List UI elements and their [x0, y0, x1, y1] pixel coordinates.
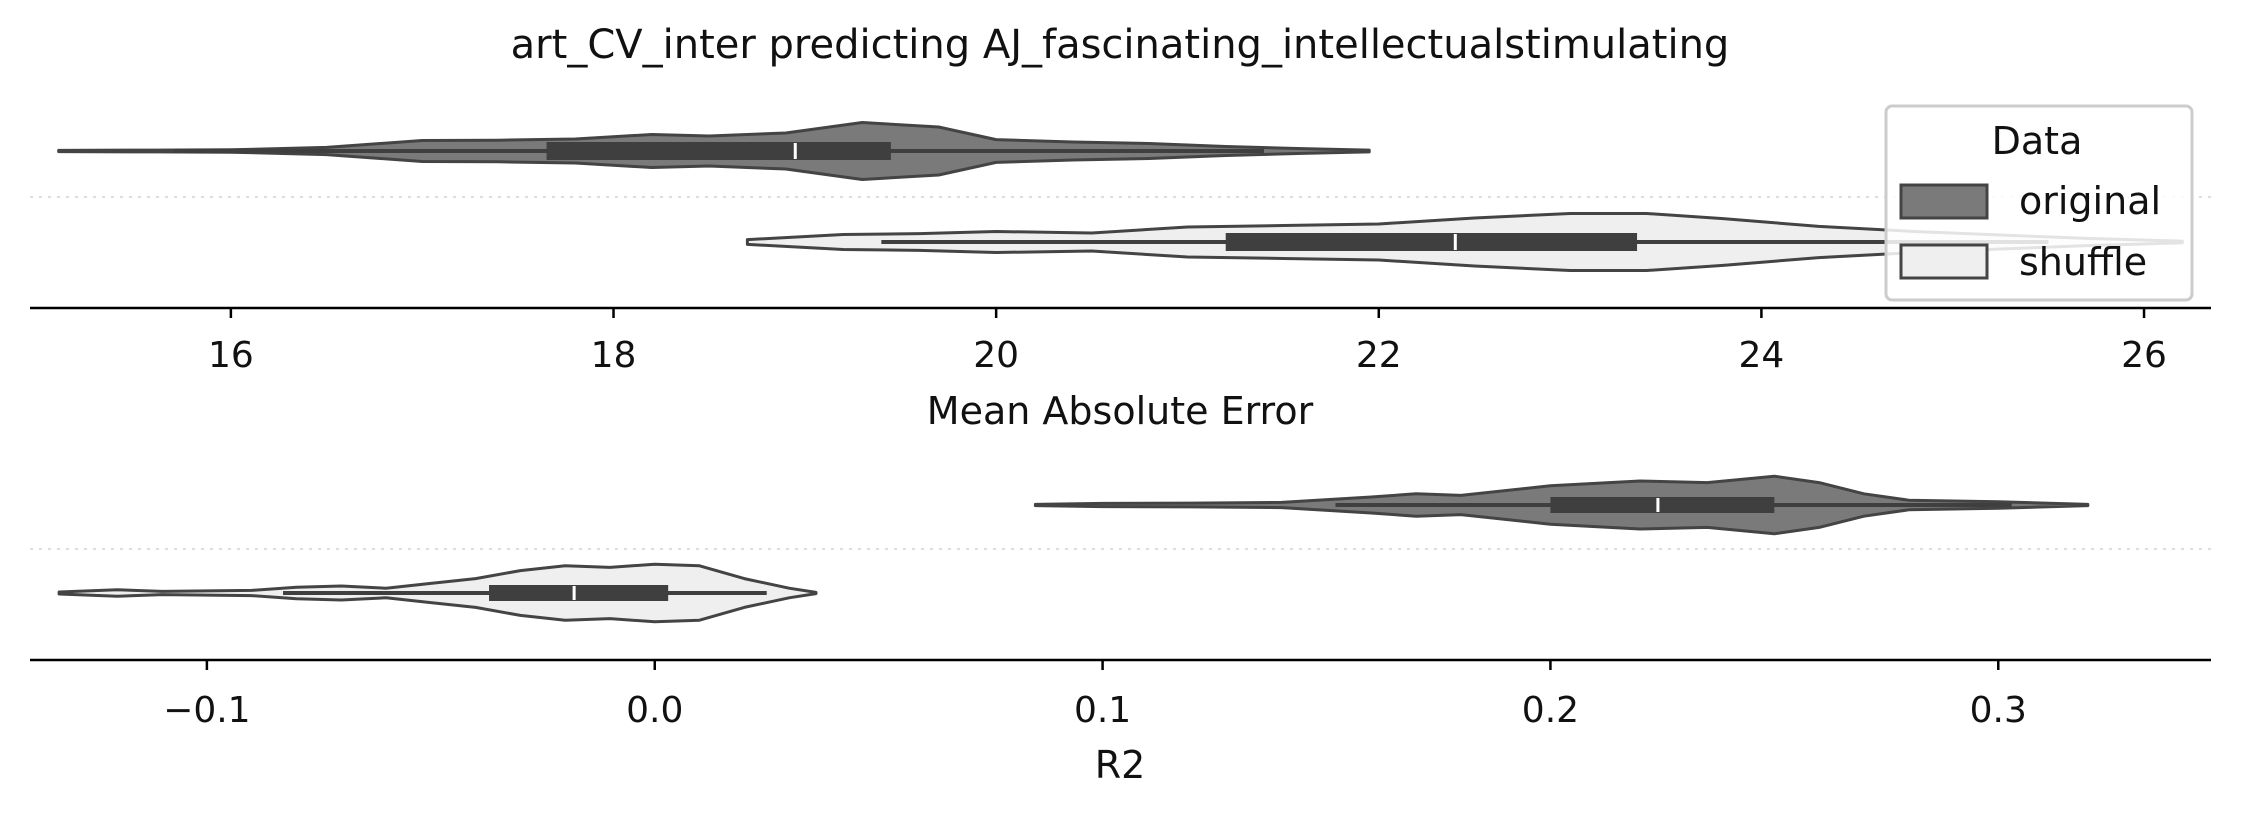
x-axis-label: Mean Absolute Error — [927, 389, 1314, 433]
panel-mae: 16 18 20 22 24 26 Mean Absolute Error — [30, 121, 2211, 433]
x-tick-label: 18 — [591, 335, 637, 376]
legend-swatch-original — [1899, 183, 1989, 220]
x-tick-label: −0.1 — [163, 690, 250, 731]
x-tick-label: 26 — [2121, 335, 2167, 376]
x-tick-label: 16 — [208, 335, 254, 376]
iqr-box-original — [1550, 497, 1775, 513]
x-axis-label: R2 — [1095, 743, 1146, 787]
legend-label-original: original — [2019, 179, 2161, 223]
x-tick-label: 0.3 — [1970, 690, 2027, 731]
x-tick-label: 0.2 — [1522, 690, 1579, 731]
x-tick-label: 22 — [1356, 335, 1402, 376]
legend-swatch-shuffle — [1899, 243, 1989, 280]
chart-title: art_CV_inter predicting AJ_fascinating_i… — [511, 22, 1730, 68]
x-tick-label: 0.0 — [626, 690, 683, 731]
panel-r2: −0.1 0.0 0.1 0.2 0.3 R2 — [30, 474, 2211, 787]
legend-title: Data — [1992, 119, 2083, 163]
legend: Data original shuffle — [1884, 104, 2194, 302]
legend-label-shuffle: shuffle — [2019, 240, 2147, 284]
x-tick-label: 0.1 — [1074, 690, 1131, 731]
iqr-box-original — [546, 142, 891, 160]
iqr-box-shuffle — [1225, 233, 1638, 251]
x-tick-label: 20 — [973, 335, 1019, 376]
iqr-box-shuffle — [489, 585, 669, 601]
x-tick-label: 24 — [1739, 335, 1785, 376]
